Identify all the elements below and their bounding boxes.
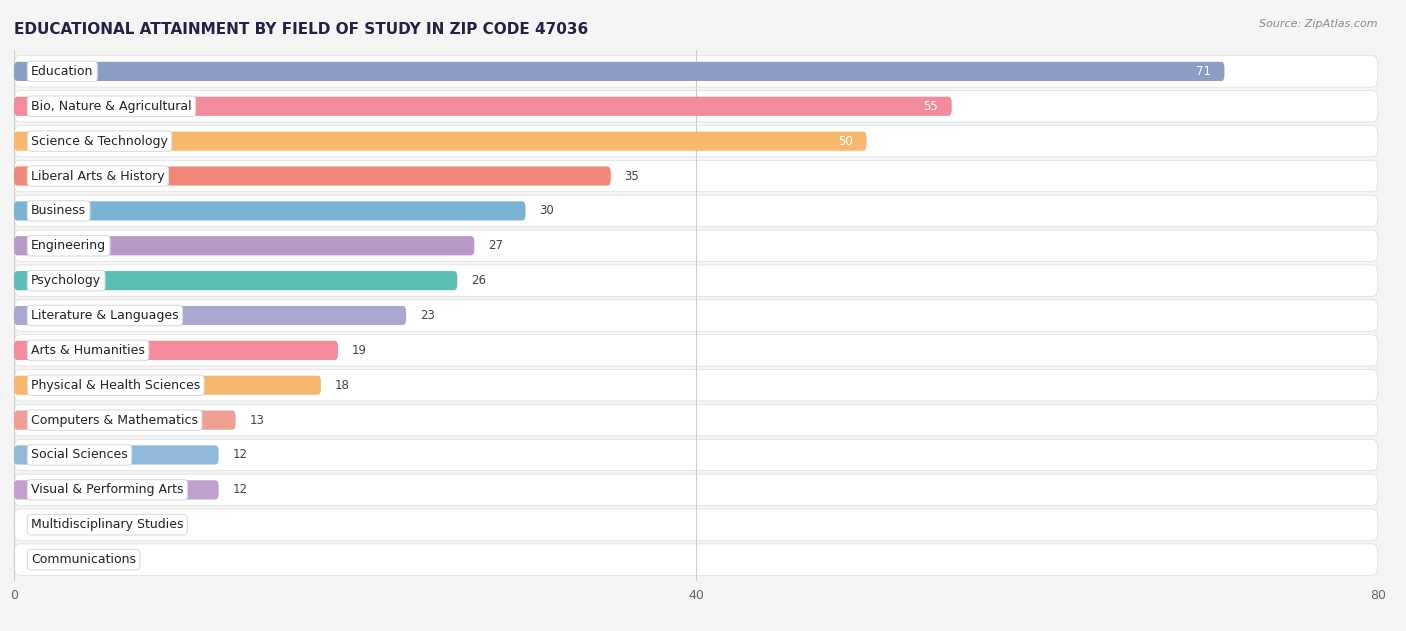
Text: Science & Technology: Science & Technology bbox=[31, 134, 167, 148]
FancyBboxPatch shape bbox=[14, 404, 1378, 436]
Text: Physical & Health Sciences: Physical & Health Sciences bbox=[31, 379, 201, 392]
FancyBboxPatch shape bbox=[14, 271, 457, 290]
FancyBboxPatch shape bbox=[14, 544, 1378, 575]
FancyBboxPatch shape bbox=[14, 167, 610, 186]
FancyBboxPatch shape bbox=[14, 341, 337, 360]
FancyBboxPatch shape bbox=[14, 370, 1378, 401]
Text: 50: 50 bbox=[838, 134, 853, 148]
Text: 55: 55 bbox=[924, 100, 938, 113]
Text: 13: 13 bbox=[249, 413, 264, 427]
FancyBboxPatch shape bbox=[14, 201, 526, 220]
Text: Visual & Performing Arts: Visual & Performing Arts bbox=[31, 483, 184, 497]
FancyBboxPatch shape bbox=[14, 300, 1378, 331]
FancyBboxPatch shape bbox=[14, 126, 1378, 157]
FancyBboxPatch shape bbox=[14, 230, 1378, 261]
FancyBboxPatch shape bbox=[14, 62, 1225, 81]
Text: 12: 12 bbox=[232, 483, 247, 497]
FancyBboxPatch shape bbox=[14, 97, 952, 116]
Text: EDUCATIONAL ATTAINMENT BY FIELD OF STUDY IN ZIP CODE 47036: EDUCATIONAL ATTAINMENT BY FIELD OF STUDY… bbox=[14, 22, 588, 37]
FancyBboxPatch shape bbox=[14, 160, 1378, 192]
Text: Liberal Arts & History: Liberal Arts & History bbox=[31, 170, 165, 182]
FancyBboxPatch shape bbox=[14, 509, 1378, 540]
FancyBboxPatch shape bbox=[14, 334, 1378, 366]
FancyBboxPatch shape bbox=[14, 375, 321, 395]
FancyBboxPatch shape bbox=[14, 445, 219, 464]
FancyBboxPatch shape bbox=[14, 474, 1378, 505]
Text: 19: 19 bbox=[352, 344, 367, 357]
Text: Engineering: Engineering bbox=[31, 239, 107, 252]
Text: Multidisciplinary Studies: Multidisciplinary Studies bbox=[31, 518, 184, 531]
FancyBboxPatch shape bbox=[14, 91, 1378, 122]
FancyBboxPatch shape bbox=[14, 131, 866, 151]
Text: Computers & Mathematics: Computers & Mathematics bbox=[31, 413, 198, 427]
Text: 71: 71 bbox=[1197, 65, 1211, 78]
Text: 27: 27 bbox=[488, 239, 503, 252]
Text: Education: Education bbox=[31, 65, 93, 78]
Text: Business: Business bbox=[31, 204, 86, 218]
FancyBboxPatch shape bbox=[14, 411, 236, 430]
Text: 0: 0 bbox=[28, 553, 35, 566]
Text: 30: 30 bbox=[538, 204, 554, 218]
Text: Literature & Languages: Literature & Languages bbox=[31, 309, 179, 322]
FancyBboxPatch shape bbox=[14, 306, 406, 325]
Text: 35: 35 bbox=[624, 170, 640, 182]
Text: 23: 23 bbox=[420, 309, 434, 322]
Text: Social Sciences: Social Sciences bbox=[31, 449, 128, 461]
FancyBboxPatch shape bbox=[14, 265, 1378, 297]
Text: Arts & Humanities: Arts & Humanities bbox=[31, 344, 145, 357]
Text: 18: 18 bbox=[335, 379, 350, 392]
Text: Source: ZipAtlas.com: Source: ZipAtlas.com bbox=[1260, 19, 1378, 29]
Text: Bio, Nature & Agricultural: Bio, Nature & Agricultural bbox=[31, 100, 191, 113]
FancyBboxPatch shape bbox=[14, 439, 1378, 471]
FancyBboxPatch shape bbox=[14, 195, 1378, 227]
FancyBboxPatch shape bbox=[14, 480, 219, 500]
Text: Psychology: Psychology bbox=[31, 274, 101, 287]
Text: 0: 0 bbox=[28, 518, 35, 531]
FancyBboxPatch shape bbox=[14, 56, 1378, 87]
FancyBboxPatch shape bbox=[14, 236, 474, 256]
Text: 26: 26 bbox=[471, 274, 486, 287]
Text: Communications: Communications bbox=[31, 553, 136, 566]
Text: 12: 12 bbox=[232, 449, 247, 461]
